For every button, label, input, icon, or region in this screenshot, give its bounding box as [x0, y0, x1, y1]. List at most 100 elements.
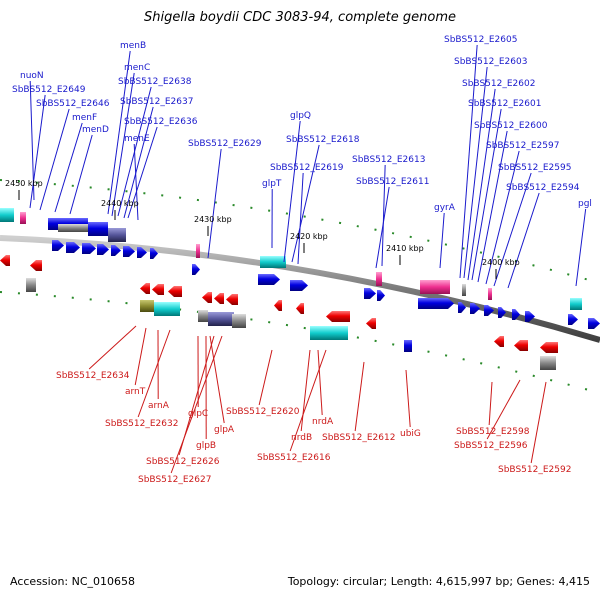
reverse-gene-label: SbBS512_E2592: [498, 465, 571, 475]
forward-gene-label: SbBS512_E2629: [188, 139, 262, 149]
forward-gene-label: SbBS512_E2605: [444, 35, 517, 45]
forward-leader-line: [29, 94, 46, 209]
forward-leader-line: [297, 172, 304, 265]
forward-cds-arrow: [82, 243, 96, 254]
reverse-gene-label: SbBS512_E2627: [138, 475, 211, 485]
forward-gene-label: SbBS512_E2636: [124, 117, 198, 127]
reverse-cds-arrow: [540, 342, 558, 353]
forward-leader-line: [463, 66, 488, 279]
forward-leader-line: [107, 50, 131, 215]
reverse-leader-line: [258, 349, 273, 406]
forward-feature-block: [488, 288, 492, 300]
forward-gene-label: glpT: [262, 179, 282, 189]
reverse-gene-label: glpA: [214, 425, 235, 435]
reverse-cds-arrow: [140, 283, 150, 294]
reverse-cds-arrow: [30, 260, 42, 271]
forward-gene-label: SbBS512_E2611: [356, 177, 429, 187]
forward-leader-line: [493, 172, 532, 287]
forward-feature-block: [570, 298, 582, 310]
forward-leader-line: [467, 88, 496, 281]
forward-gene-label: SbBS512_E2600: [474, 121, 548, 131]
reverse-leader-line: [209, 335, 225, 424]
reverse-leader-line: [354, 361, 365, 432]
reverse-leader-line: [134, 327, 147, 386]
reverse-gene-label: SbBS512_E2596: [454, 441, 528, 451]
forward-leader-line: [381, 164, 386, 267]
forward-feature-block: [420, 280, 450, 294]
reverse-feature-block: [540, 356, 556, 370]
reverse-gene-label: SbBS512_E2598: [456, 427, 530, 437]
forward-gene-label: SbBS512_E2595: [498, 163, 571, 173]
forward-cds-arrow: [458, 302, 466, 313]
genome-summary-text: Topology: circular; Length: 4,615,997 bp…: [287, 575, 590, 588]
forward-cds-arrow: [66, 242, 80, 253]
forward-leader-line: [291, 144, 320, 263]
forward-gene-label: glpQ: [290, 111, 311, 121]
reverse-leader-line: [289, 349, 327, 452]
reverse-gene-label: SbBS512_E2616: [257, 453, 331, 463]
forward-cds-arrow: [512, 309, 520, 320]
forward-feature-block: [88, 222, 108, 236]
forward-leader-line: [39, 108, 70, 211]
forward-gene-label: SbBS512_E2646: [36, 99, 110, 109]
reverse-leader-line: [300, 349, 311, 432]
reverse-leader-line: [405, 369, 411, 428]
reverse-gene-label: SbBS512_E2626: [146, 457, 220, 467]
reverse-gene-label: ubiG: [400, 429, 421, 439]
reverse-feature-block: [26, 278, 36, 292]
forward-leader-line: [439, 212, 445, 269]
forward-leader-line: [283, 120, 301, 263]
forward-cds-arrow: [192, 264, 200, 275]
forward-leader-line: [69, 134, 93, 215]
reverse-feature-block: [140, 300, 154, 312]
forward-leader-line: [471, 108, 502, 281]
forward-cds-arrow: [588, 318, 600, 329]
forward-feature-block: [0, 208, 14, 222]
reverse-cds-arrow: [214, 293, 224, 304]
forward-gene-label: menC: [124, 63, 150, 73]
reverse-feature-block: [208, 312, 234, 326]
reverse-feature-block: [154, 302, 180, 316]
kbp-tick-label: 2400 kbp: [482, 258, 520, 267]
forward-leader-line: [485, 150, 520, 285]
reverse-cds-arrow: [326, 311, 350, 322]
reverse-gene-label: arnA: [148, 401, 170, 411]
forward-cds-arrow: [137, 247, 147, 258]
forward-leader-line: [207, 148, 222, 259]
reverse-leader-line: [137, 329, 171, 418]
forward-feature-block: [58, 224, 88, 232]
reverse-feature-block: [310, 326, 348, 340]
forward-gene-label: SbBS512_E2602: [462, 79, 535, 89]
forward-gene-label: SbBS512_E2594: [506, 183, 580, 193]
reverse-leader-line: [88, 325, 137, 370]
forward-gene-label: SbBS512_E2601: [468, 99, 541, 109]
forward-cds-arrow: [498, 307, 506, 318]
reverse-cds-arrow: [494, 336, 504, 347]
reverse-leader-line: [486, 379, 521, 440]
forward-feature-block: [108, 228, 126, 242]
forward-cds-arrow: [525, 311, 535, 322]
forward-cds-arrow: [97, 244, 109, 255]
forward-leader-line: [123, 106, 154, 219]
forward-gene-label: menD: [82, 125, 109, 135]
forward-gene-label: SbBS512_E2597: [486, 141, 559, 151]
forward-gene-label: SbBS512_E2638: [118, 77, 192, 87]
forward-cds-arrow: [484, 305, 494, 316]
kbp-tick-label: 2430 kbp: [194, 215, 232, 224]
forward-feature-block: [20, 212, 26, 224]
forward-leader-line: [575, 208, 587, 287]
reverse-leader-line: [317, 349, 323, 416]
forward-gene-label: menE: [124, 134, 150, 144]
kbp-tick-label: 2440 kbp: [101, 199, 139, 208]
reverse-cds-arrow: [226, 294, 238, 305]
forward-leader-line: [477, 130, 508, 283]
reverse-feature-block: [198, 310, 208, 322]
reverse-cds-arrow: [202, 292, 212, 303]
forward-cds-arrow: [568, 314, 578, 325]
forward-gene-label: SbBS512_E2613: [352, 155, 425, 165]
forward-gene-label: pgl: [578, 199, 592, 209]
forward-leader-line: [459, 44, 478, 279]
accession-text: Accession: NC_010658: [10, 575, 136, 588]
forward-gene-label: SbBS512_E2649: [12, 85, 86, 95]
